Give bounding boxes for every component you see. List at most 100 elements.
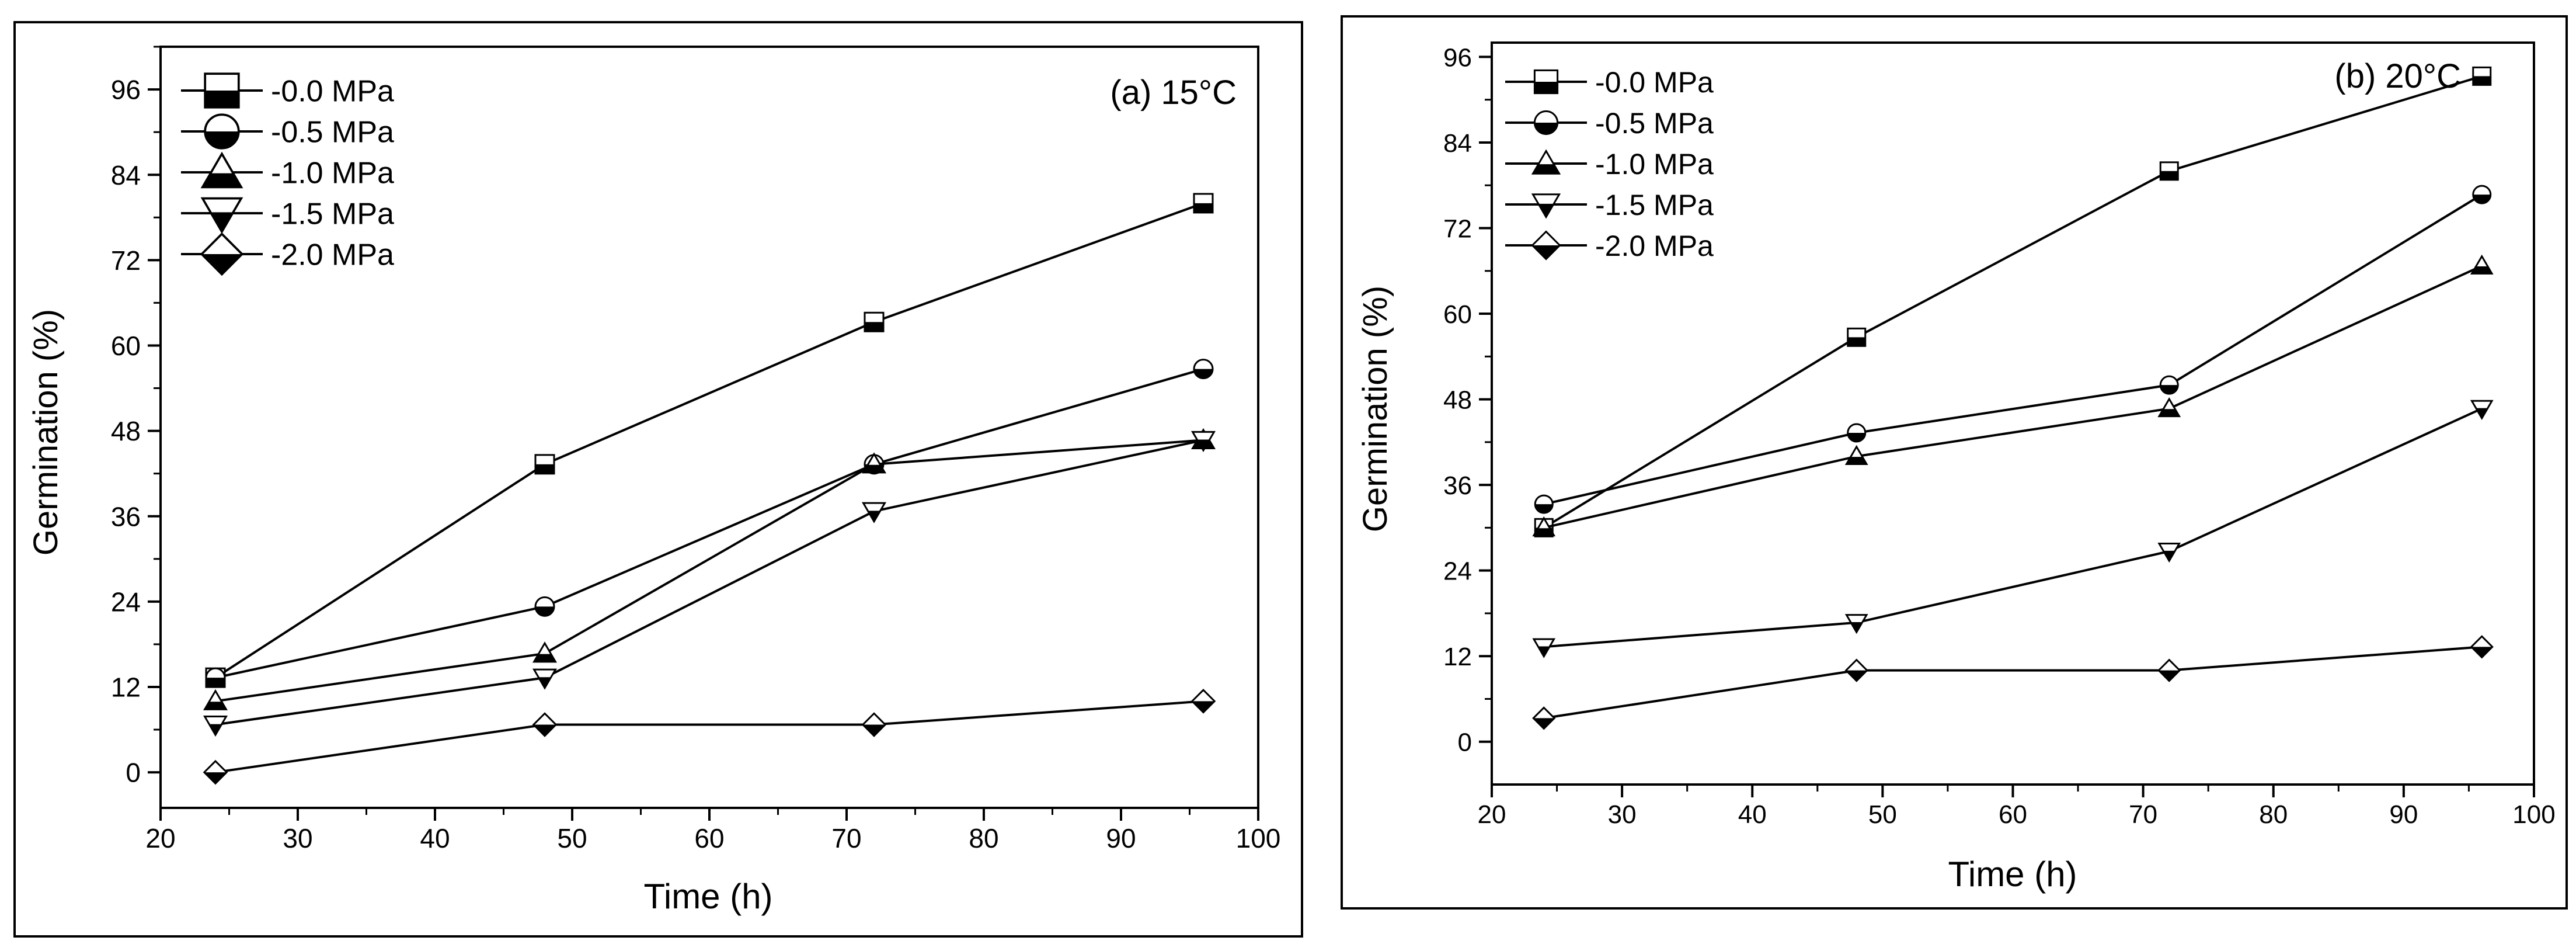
- legend: -0.0 MPa -0.5 MPa -1.0 MPa -1.5 MPa -2.0 MPa: [181, 72, 394, 276]
- y-tick-label: 24: [1443, 557, 1472, 585]
- y-axis: 0 12 24 36 48 60 72 84 96: [1443, 43, 1492, 757]
- x-tick-label: 50: [557, 823, 587, 853]
- legend-marker-fill: [202, 173, 242, 188]
- data-point-fill: [863, 464, 885, 473]
- panel-a-frame: [13, 21, 1303, 938]
- y-tick-label: 12: [1443, 643, 1472, 671]
- legend-label: -0.5 MPa: [271, 116, 394, 150]
- data-point-fill: [535, 464, 554, 474]
- data-point-fill: [865, 322, 883, 332]
- data-point: [534, 454, 555, 475]
- x-tick-label: 20: [1478, 800, 1506, 829]
- legend-marker-fill: [205, 91, 239, 107]
- data-point: [2470, 254, 2494, 275]
- data-point: [2470, 635, 2494, 659]
- data-point-fill: [1847, 432, 1865, 442]
- series-20mpa: [203, 689, 1216, 785]
- data-point: [1190, 431, 1216, 453]
- legend-marker: [200, 151, 243, 189]
- data-point: [203, 759, 228, 785]
- legend-marker-fill: [1534, 82, 1558, 93]
- y-tick-label: 12: [111, 672, 141, 703]
- data-point: [2157, 658, 2181, 682]
- legend-marker-fill: [1538, 203, 1554, 217]
- series-15mpa: [203, 431, 1216, 737]
- panel-b-ylabel: Germination (%): [1356, 286, 1394, 532]
- panel-a-ylabel: Germination (%): [27, 309, 65, 556]
- y-tick-label: 36: [111, 501, 141, 532]
- panel-b-frame: [1341, 15, 2568, 910]
- data-point: [861, 712, 887, 737]
- data-point: [2157, 397, 2181, 418]
- legend-label: -0.0 MPa: [1595, 66, 1714, 99]
- data-point-fill: [2163, 550, 2175, 561]
- y-tick-label: 0: [1458, 728, 1472, 757]
- panel-a-xlabel: Time (h): [643, 877, 772, 916]
- data-point: [203, 689, 228, 710]
- panel-a-annotation: (a) 15°C: [1110, 74, 1237, 112]
- legend-item: -2.0 MPa: [181, 232, 394, 276]
- data-point: [534, 596, 555, 617]
- chart-panel-a: (a) 15°C Time (h) Germination (%) 20 30 40…: [13, 21, 1303, 938]
- data-point-fill: [2159, 409, 2180, 417]
- y-tick-label: 60: [1443, 300, 1472, 329]
- data-point: [1844, 658, 1868, 682]
- data-point-fill: [868, 511, 880, 522]
- data-point: [2159, 375, 2179, 395]
- x-tick-label: 80: [2259, 800, 2288, 829]
- data-point-fill: [533, 724, 556, 736]
- data-point-fill: [862, 724, 886, 736]
- series-line: [215, 439, 1204, 726]
- series-line: [1543, 265, 2483, 529]
- series-line: [215, 439, 1204, 703]
- data-point: [1532, 706, 1556, 730]
- data-point-fill: [2160, 385, 2178, 394]
- data-point: [1847, 327, 1867, 347]
- legend-label: -1.5 MPa: [271, 197, 394, 231]
- data-point-fill: [204, 772, 227, 784]
- y-tick-label: 72: [111, 245, 141, 276]
- y-tick-label: 96: [111, 75, 141, 105]
- legend-label: -1.0 MPa: [1595, 148, 1714, 181]
- data-point: [1847, 423, 1867, 443]
- data-point-fill: [2471, 266, 2492, 274]
- legend-marker: [1531, 193, 1561, 219]
- series-15mpa: [1532, 400, 2494, 658]
- data-point-fill: [1533, 718, 1555, 729]
- legend-marker: [1531, 149, 1561, 175]
- data-point-fill: [2159, 670, 2180, 681]
- data-point: [861, 502, 887, 523]
- legend-label: -1.5 MPa: [1595, 189, 1714, 221]
- data-point-fill: [209, 724, 222, 735]
- data-point-fill: [1197, 439, 1210, 451]
- data-point: [1844, 614, 1868, 634]
- data-point: [861, 452, 887, 474]
- x-tick-label: 60: [694, 823, 724, 853]
- data-point: [2472, 185, 2492, 204]
- y-tick-label: 24: [111, 586, 141, 617]
- data-point-fill: [534, 654, 556, 662]
- data-point-fill: [538, 677, 551, 688]
- data-point: [1532, 638, 1556, 658]
- x-tick-label: 60: [1999, 800, 2027, 829]
- series-line: [215, 367, 1204, 679]
- legend-item: -1.5 MPa: [1505, 189, 1714, 221]
- series-line: [1543, 193, 2483, 506]
- x-tick-label: 40: [1738, 800, 1767, 829]
- series-05mpa: [1534, 185, 2492, 514]
- data-point: [532, 668, 558, 690]
- data-point-fill: [1847, 337, 1865, 346]
- series-line: [214, 202, 1204, 679]
- data-point: [1190, 689, 1216, 714]
- x-tick-label: 100: [2512, 800, 2555, 829]
- y-tick-label: 60: [111, 331, 141, 361]
- data-point: [2470, 400, 2494, 420]
- panel-b-annotation: (b) 20°C: [2334, 57, 2461, 95]
- data-point-fill: [1194, 369, 1213, 379]
- data-point-fill: [206, 678, 225, 688]
- y-tick-label: 0: [126, 758, 141, 788]
- legend-marker-fill: [1533, 164, 1559, 174]
- data-point-fill: [1850, 622, 1863, 633]
- data-point-fill: [1535, 504, 1553, 513]
